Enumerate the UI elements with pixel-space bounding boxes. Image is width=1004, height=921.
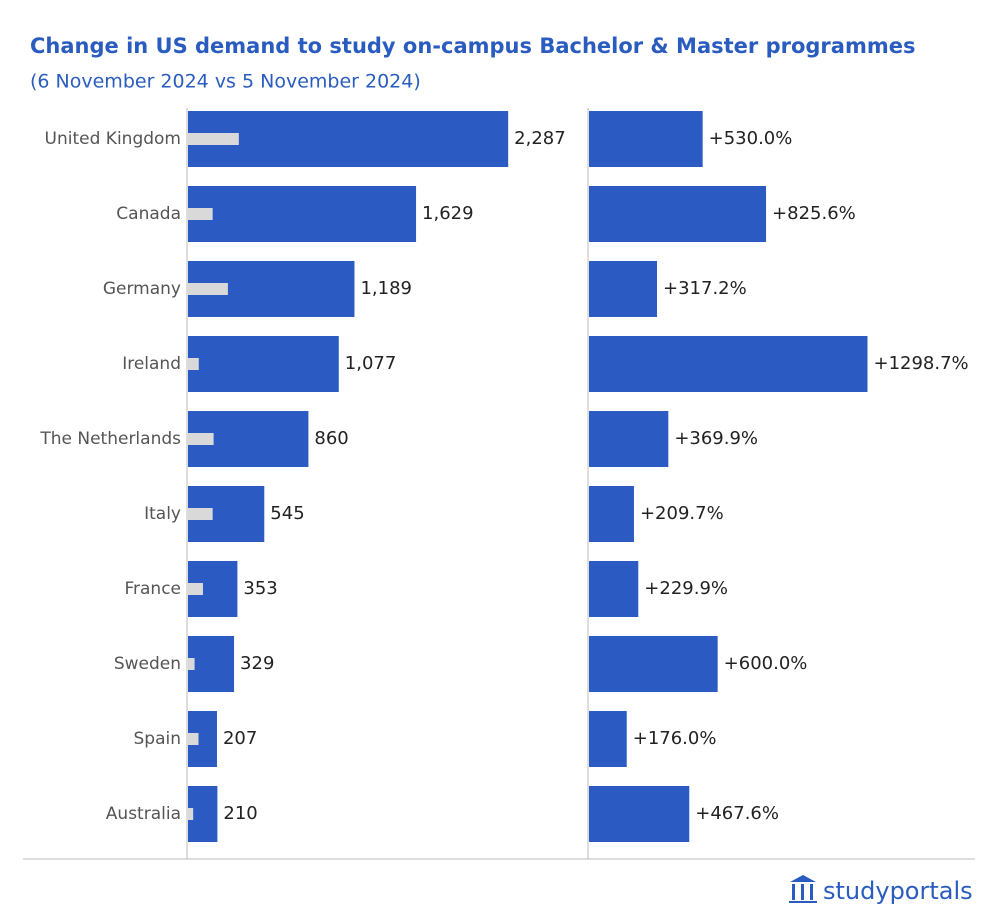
value-label: +530.0% [709,128,793,149]
value-label: +209.7% [640,503,724,524]
y-tick-label: Germany [103,279,181,299]
value-label: +1298.7% [873,353,968,374]
value-label: 329 [240,653,274,674]
baseline-bar [188,433,214,445]
value-label: 545 [270,503,304,524]
y-tick-label: United Kingdom [45,129,181,149]
bar [188,336,339,392]
bar [589,711,627,767]
value-label: 210 [223,803,257,824]
bar [589,186,767,242]
value-label: +176.0% [633,728,717,749]
bar [188,636,235,692]
y-tick-label: Spain [134,729,182,749]
y-tick-label: France [124,579,181,599]
brand: studyportals [823,877,973,905]
y-tick-label: Sweden [114,654,181,674]
baseline-bar [188,208,213,220]
y-tick-label: Ireland [122,354,181,374]
baseline-bar [188,733,199,745]
value-label: 207 [223,728,257,749]
baseline-bar [188,358,199,370]
bar [589,261,658,317]
value-label: 353 [243,578,277,599]
value-label: +317.2% [663,278,747,299]
bar [589,636,718,692]
baseline-bar [188,583,203,595]
value-label: +467.6% [695,803,779,824]
bar [589,561,639,617]
bar [589,411,669,467]
logo-icon [789,875,817,903]
chart-subtitle: (6 November 2024 vs 5 November 2024) [30,71,421,93]
value-label: 1,189 [360,278,412,299]
value-label: +825.6% [772,203,856,224]
chart-title: Change in US demand to study on-campus B… [30,34,915,58]
value-label: 1,629 [422,203,474,224]
logo: studyportals [789,875,973,905]
value-label: 860 [314,428,348,449]
value-label: +229.9% [644,578,728,599]
bar [589,786,690,842]
bar [188,111,509,167]
baseline-bar [188,658,195,670]
y-tick-label: Italy [144,504,181,524]
y-tick-label: The Netherlands [39,429,181,449]
value-label: 1,077 [345,353,397,374]
baseline-bar [188,808,194,820]
bar [589,111,703,167]
y-tick-label: Canada [116,204,181,224]
baseline-bar [188,508,213,520]
bar [589,486,634,542]
value-label: 2,287 [514,128,566,149]
value-label: +600.0% [724,653,808,674]
value-label: +369.9% [674,428,758,449]
baseline-bar [188,283,228,295]
y-tick-label: Australia [106,804,181,824]
baseline-bar [188,133,239,145]
bar [589,336,868,392]
bar [188,186,417,242]
